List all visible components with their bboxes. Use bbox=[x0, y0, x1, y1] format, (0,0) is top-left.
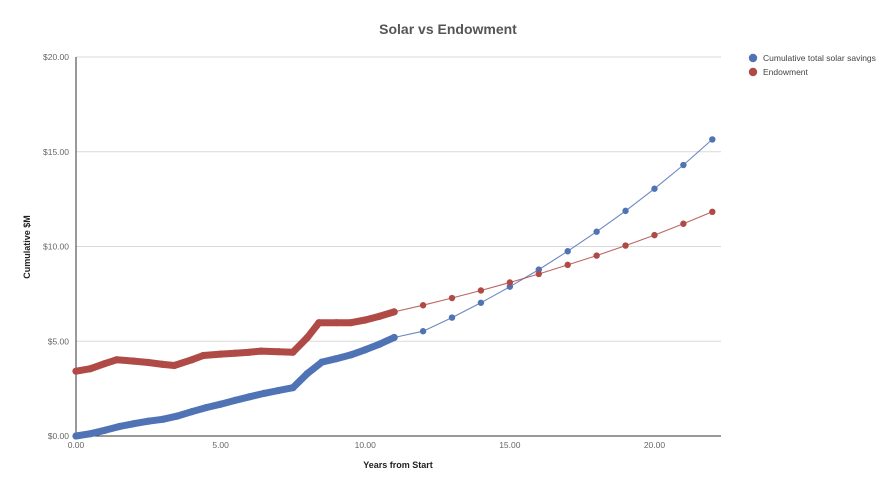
data-point bbox=[159, 415, 167, 423]
data-point bbox=[130, 420, 138, 428]
legend-marker bbox=[748, 67, 758, 77]
data-point bbox=[361, 346, 369, 354]
data-point bbox=[86, 365, 95, 373]
data-point bbox=[419, 328, 427, 335]
data-point bbox=[419, 302, 427, 309]
data-point bbox=[173, 412, 181, 420]
chart-title: Solar vs Endowment bbox=[379, 21, 517, 37]
legend-label: Endowment bbox=[763, 67, 809, 77]
data-point bbox=[506, 279, 514, 286]
data-point bbox=[318, 358, 326, 366]
legend: Cumulative total solar savings Endowment bbox=[748, 53, 876, 77]
data-point bbox=[651, 231, 658, 239]
data-point bbox=[72, 367, 80, 375]
data-point bbox=[564, 248, 571, 255]
data-point bbox=[289, 384, 297, 392]
data-point bbox=[622, 242, 629, 249]
data-point bbox=[709, 136, 716, 143]
data-point bbox=[390, 334, 398, 341]
data-point bbox=[245, 348, 254, 356]
y-tick-label: $15.00 bbox=[43, 147, 69, 157]
data-point bbox=[477, 287, 485, 294]
data-point bbox=[245, 393, 254, 401]
data-point bbox=[332, 355, 340, 363]
legend-marker bbox=[748, 53, 758, 63]
tick-labels: $0.00 $5.00 $10.00 $15.00 $20.00 0.00 5.00 10.0… bbox=[43, 52, 665, 450]
y-tick-label: $20.00 bbox=[43, 52, 69, 62]
x-axis-label: Years from Start bbox=[363, 460, 433, 470]
data-point bbox=[376, 340, 384, 348]
data-point bbox=[448, 294, 456, 302]
series-line-projection bbox=[394, 138, 713, 339]
data-point bbox=[188, 408, 196, 416]
data-point bbox=[86, 430, 95, 438]
data-point bbox=[593, 252, 600, 259]
data-point bbox=[274, 348, 283, 356]
data-point bbox=[159, 360, 167, 368]
data-point bbox=[144, 417, 152, 425]
y-tick-label: $5.00 bbox=[48, 336, 70, 346]
data-point bbox=[315, 319, 323, 327]
data-point bbox=[593, 228, 600, 235]
series-line-projection bbox=[394, 211, 713, 313]
data-point bbox=[217, 350, 225, 358]
data-point bbox=[260, 389, 268, 397]
data-point bbox=[303, 333, 311, 342]
data-point bbox=[303, 369, 311, 378]
y-tick-label: $0.00 bbox=[48, 431, 70, 441]
series-layer bbox=[72, 136, 716, 440]
data-point bbox=[390, 308, 398, 316]
data-point bbox=[622, 207, 629, 215]
data-point bbox=[289, 348, 297, 356]
data-point bbox=[477, 299, 485, 306]
data-point bbox=[101, 360, 109, 368]
data-point bbox=[332, 319, 340, 327]
data-point bbox=[448, 314, 456, 321]
data-point bbox=[231, 349, 239, 357]
series-endowment bbox=[72, 208, 716, 375]
y-tick-label: $10.00 bbox=[43, 242, 69, 252]
data-point bbox=[217, 400, 225, 408]
data-point bbox=[564, 261, 571, 269]
x-tick-label: 20.00 bbox=[644, 440, 666, 450]
y-axis-label: Cumulative $M bbox=[22, 215, 32, 279]
data-point bbox=[202, 403, 210, 412]
data-point bbox=[361, 316, 369, 324]
legend-label: Cumulative total solar savings bbox=[763, 53, 876, 63]
data-point bbox=[535, 270, 542, 278]
data-point bbox=[170, 361, 178, 370]
x-tick-label: 5.00 bbox=[212, 440, 229, 450]
data-point bbox=[680, 161, 687, 169]
data-point bbox=[188, 356, 196, 364]
data-point bbox=[680, 220, 687, 227]
data-point bbox=[274, 386, 283, 395]
grid-lines bbox=[76, 56, 721, 342]
data-point bbox=[72, 432, 80, 440]
data-point bbox=[112, 356, 121, 364]
data-point bbox=[257, 347, 265, 355]
data-point bbox=[347, 319, 355, 327]
x-tick-label: 0.00 bbox=[68, 440, 85, 450]
data-point bbox=[115, 422, 123, 431]
data-point bbox=[347, 351, 355, 359]
series-solar-savings bbox=[72, 136, 716, 440]
data-point bbox=[709, 208, 716, 216]
data-point bbox=[144, 358, 152, 367]
x-tick-label: 10.00 bbox=[355, 440, 377, 450]
data-point bbox=[130, 357, 138, 365]
data-point bbox=[231, 396, 239, 404]
data-point bbox=[651, 185, 658, 192]
data-point bbox=[199, 351, 207, 360]
data-point bbox=[376, 312, 384, 320]
data-point bbox=[101, 426, 109, 434]
x-tick-label: 15.00 bbox=[499, 440, 521, 450]
